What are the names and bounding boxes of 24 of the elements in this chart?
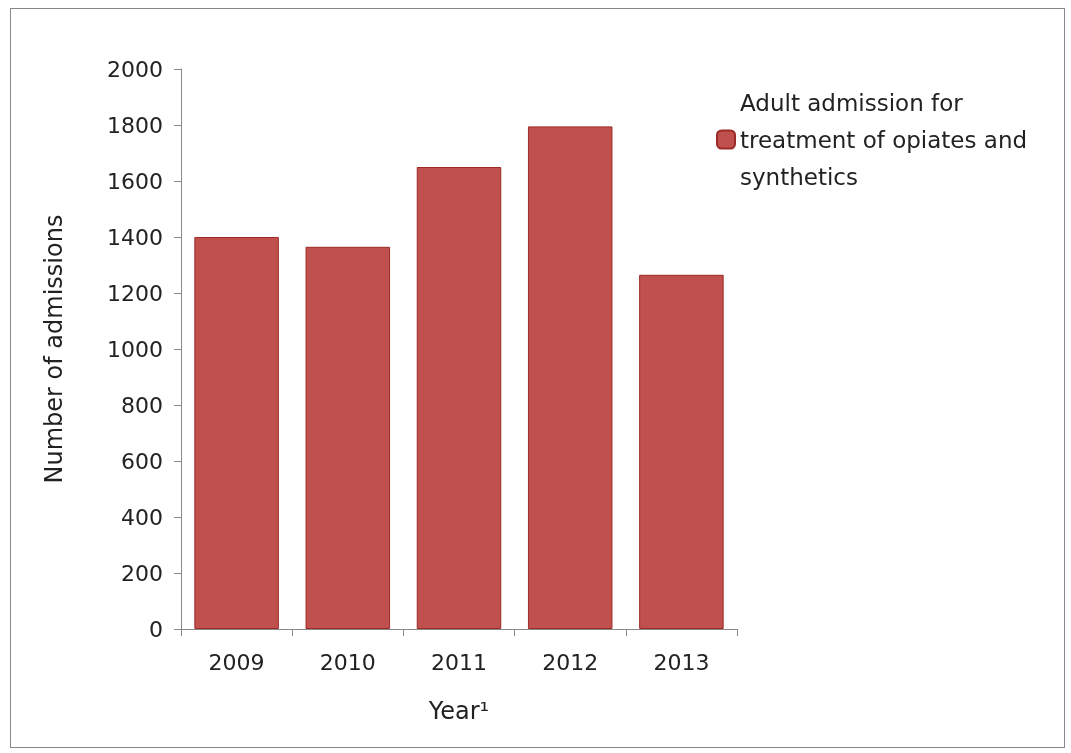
y-tick-label: 1600 — [107, 168, 163, 194]
y-tick-label: 800 — [121, 392, 163, 418]
bar — [194, 237, 279, 629]
x-tick-label: 2010 — [319, 649, 376, 675]
x-axis-title: Year¹ — [427, 697, 490, 725]
y-tick-label: 200 — [121, 560, 163, 586]
bar — [527, 126, 613, 629]
y-tick-label: 2000 — [107, 56, 163, 82]
y-tick-label: 1000 — [107, 336, 163, 362]
bar — [639, 274, 724, 629]
x-tick-label: 2012 — [542, 649, 599, 675]
y-tick-label: 1200 — [107, 280, 163, 306]
legend-label: Adult admission for treatment of opiates and synthetics — [740, 89, 1035, 190]
x-tick-label: 2009 — [208, 649, 265, 675]
y-axis-title: Number of admissions — [40, 214, 68, 484]
x-tick-label: 2011 — [431, 649, 487, 675]
bar — [416, 167, 502, 629]
y-tick-label: 0 — [149, 616, 163, 642]
x-tick-label: 2013 — [653, 649, 710, 675]
y-tick-label: 1800 — [107, 112, 163, 138]
y-tick-label: 600 — [121, 448, 163, 474]
y-tick-label: 1400 — [107, 224, 163, 250]
y-tick-label: 400 — [121, 504, 163, 530]
bar — [305, 246, 391, 629]
